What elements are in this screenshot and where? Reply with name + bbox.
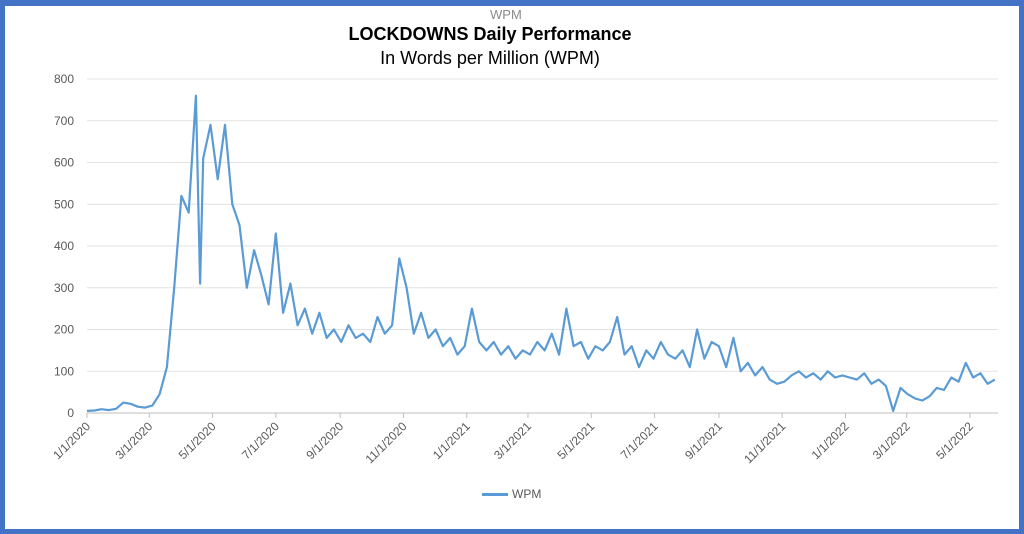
y-tick-label: 200 [54,323,74,337]
line-chart: 0 100 200 300 400 500 600 700 800 1/1/2020 3/1/20… [50,72,998,466]
x-tick-label: 3/1/2021 [491,419,534,462]
y-tick-label: 100 [54,364,74,378]
x-tick-label: 11/1/2020 [363,419,410,466]
chart-subtitle: In Words per Million (WPM) [380,48,600,68]
series-line-wpm [86,94,996,412]
x-axis: 1/1/2020 3/1/2020 5/1/2020 7/1/2020 9/1/2020… [50,413,976,466]
y-tick-label: 600 [54,156,74,170]
y-tick-label: 300 [54,281,74,295]
x-tick-label: 7/1/2021 [618,419,661,462]
x-tick-label: 7/1/2020 [239,419,282,462]
x-tick-label: 9/1/2021 [682,419,725,462]
x-tick-label: 5/1/2021 [554,419,597,462]
x-tick-label: 5/1/2022 [933,419,976,462]
x-tick-label: 1/1/2021 [430,419,473,462]
y-axis: 0 100 200 300 400 500 600 700 800 [54,72,74,420]
legend: WPM [482,487,541,501]
x-tick-label: 1/1/2020 [50,419,93,462]
legend-label: WPM [512,487,542,501]
y-tick-label: 400 [54,239,74,253]
x-tick-label: 1/1/2022 [809,419,852,462]
series-title-overlay: WPM [490,7,522,22]
y-tick-label: 0 [67,406,74,420]
y-tick-label: 700 [54,114,74,128]
y-tick-label: 800 [54,72,74,86]
x-tick-label: 3/1/2020 [112,419,155,462]
x-tick-label: 3/1/2022 [870,419,913,462]
x-tick-label: 5/1/2020 [176,419,219,462]
series-layer [86,94,996,412]
chart-title: LOCKDOWNS Daily Performance [348,24,632,44]
y-tick-label: 500 [54,197,74,211]
x-tick-label: 11/1/2021 [741,419,788,466]
x-tick-label: 9/1/2020 [303,419,346,462]
gridlines [87,78,998,414]
legend-swatch [482,492,508,496]
